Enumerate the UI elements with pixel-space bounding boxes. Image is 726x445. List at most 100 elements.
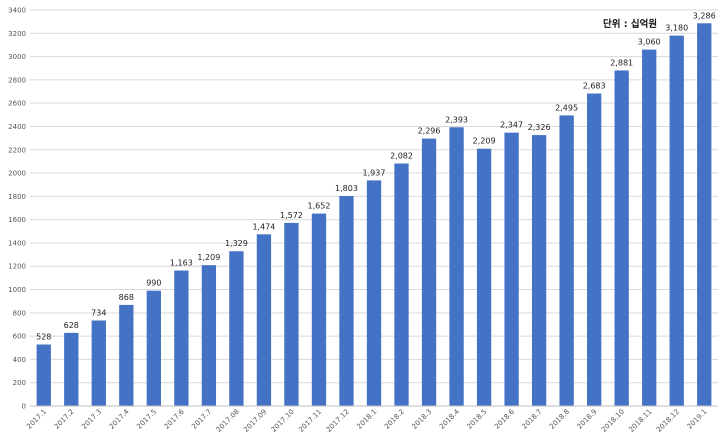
x-tick-label: 2018.7 [521, 408, 544, 431]
y-tick-label: 600 [13, 333, 26, 341]
x-tick-label: 2017.3 [80, 408, 103, 431]
data-label: 1,572 [280, 211, 303, 220]
data-label: 528 [36, 333, 51, 342]
y-tick-label: 400 [13, 356, 26, 364]
bar [449, 127, 464, 406]
y-tick-label: 2600 [8, 100, 26, 108]
bar [229, 251, 244, 406]
data-label: 1,937 [363, 168, 386, 177]
data-label: 2,347 [500, 121, 523, 130]
bar [421, 138, 437, 406]
x-tick-label: 2017.5 [135, 408, 158, 431]
x-tick-label: 2019.1 [686, 408, 709, 431]
bar [91, 320, 106, 406]
bar [36, 344, 51, 406]
x-tick-label: 2018.8 [548, 408, 571, 431]
x-tick-label: 2017.2 [53, 408, 76, 431]
x-tick-label: 2017.11 [297, 408, 323, 434]
data-label: 1,474 [252, 222, 275, 231]
data-labels: 528 628 734 868 990 1,163 1,209 1,329 1,474 1,572… [36, 11, 716, 341]
y-tick-label: 1200 [8, 263, 26, 271]
bar [119, 304, 134, 406]
data-label: 2,393 [445, 115, 468, 124]
y-tick-label: 2800 [8, 76, 26, 84]
x-tick-label: 2017.7 [190, 408, 213, 431]
y-tick-label: 1400 [8, 239, 26, 247]
data-label: 2,296 [418, 127, 441, 136]
bar [64, 332, 79, 406]
y-tick-label: 3000 [8, 53, 26, 61]
y-tick-label: 3200 [8, 30, 26, 38]
gridlines [30, 9, 718, 407]
y-tick-label: 2000 [8, 170, 26, 178]
data-label: 990 [146, 279, 161, 288]
y-tick-label: 0 [22, 403, 26, 411]
x-tick-label: 2018.5 [466, 408, 489, 431]
y-axis-ticks: 0 200 400 600 800 1000 1200 1400 1600 1800 2000 220… [8, 7, 26, 411]
y-tick-label: 200 [13, 379, 26, 387]
bar [311, 213, 327, 406]
data-label: 868 [119, 293, 134, 302]
x-tick-label: 2017.08 [215, 408, 241, 434]
y-tick-label: 1800 [8, 193, 26, 201]
bar [697, 23, 712, 406]
bar [587, 93, 602, 407]
x-axis-ticks: 2017.1 2017.2 2017.3 2017.4 2017.5 2017.6 2017… [25, 407, 708, 434]
x-tick-label: 2018.3 [410, 408, 433, 431]
data-label: 1,803 [335, 184, 358, 193]
data-label: 3,180 [665, 24, 688, 33]
bar [394, 163, 409, 406]
data-label: 2,082 [390, 152, 413, 161]
data-label: 2,683 [583, 82, 606, 91]
x-tick-label: 2018.11 [627, 408, 653, 434]
data-label: 1,652 [308, 202, 331, 211]
y-tick-label: 1600 [8, 216, 26, 224]
bar [256, 234, 272, 406]
bar [504, 132, 519, 406]
bar [339, 196, 354, 406]
bar [559, 115, 574, 406]
x-tick-label: 2017.12 [325, 408, 351, 434]
x-tick-label: 2018.4 [438, 407, 461, 430]
y-tick-label: 2400 [8, 123, 26, 131]
bar [614, 70, 629, 406]
x-tick-label: 2017.10 [270, 408, 296, 434]
data-label: 2,881 [610, 58, 633, 67]
bar [642, 49, 657, 406]
y-tick-label: 800 [13, 309, 26, 317]
y-tick-label: 3400 [8, 7, 26, 15]
data-label: 2,326 [528, 123, 551, 132]
x-tick-label: 2017.1 [25, 408, 48, 431]
y-tick-label: 1000 [8, 286, 26, 294]
bars [36, 23, 712, 407]
data-label: 1,163 [170, 259, 193, 268]
data-label: 1,329 [225, 239, 248, 248]
x-tick-label: 2017.09 [242, 408, 268, 434]
bar [669, 35, 684, 406]
bar [174, 270, 189, 406]
x-tick-label: 2018.9 [576, 408, 599, 431]
y-tick-label: 2200 [8, 146, 26, 154]
data-label: 734 [91, 309, 106, 318]
x-tick-label: 2017.6 [163, 407, 186, 430]
bar [201, 265, 217, 406]
data-label: 1,209 [197, 253, 220, 262]
data-label: 2,209 [473, 137, 496, 146]
data-label: 3,286 [693, 11, 716, 20]
x-tick-label: 2018.2 [383, 408, 406, 431]
data-label: 628 [64, 321, 79, 330]
x-tick-label: 2018.6 [493, 407, 516, 430]
bar [146, 290, 161, 406]
unit-label: 단위 : 십억원 [603, 18, 657, 30]
x-tick-label: 2018.1 [355, 408, 378, 431]
x-tick-label: 2018.10 [600, 408, 626, 434]
bar [284, 222, 299, 406]
bar [366, 180, 382, 406]
data-label: 3,060 [638, 38, 661, 47]
x-tick-label: 2018.12 [655, 408, 681, 434]
bar [531, 135, 547, 406]
bar [476, 148, 492, 406]
x-tick-label: 2017.4 [108, 407, 131, 430]
data-label: 2,495 [555, 103, 578, 112]
